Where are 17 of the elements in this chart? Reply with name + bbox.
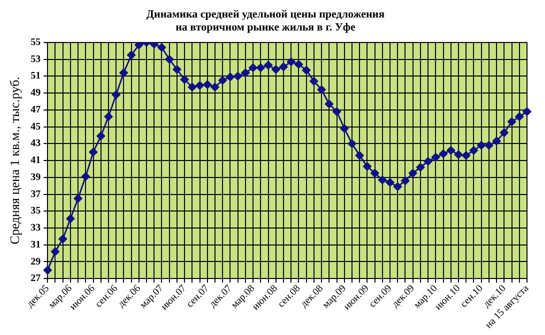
y-tick-label: 27 <box>30 273 41 284</box>
y-axis-title: Средняя цена 1 кв.м., тыс.руб. <box>7 76 22 244</box>
y-tick-label: 47 <box>30 104 41 116</box>
y-tick-label: 55 <box>30 36 41 48</box>
y-tick-label: 51 <box>30 70 41 82</box>
y-tick-label: 45 <box>30 121 41 132</box>
y-tick-label: 39 <box>30 172 41 183</box>
y-tick-label: 31 <box>30 239 41 250</box>
y-tick-label: 53 <box>30 54 41 65</box>
y-tick-label: 49 <box>30 88 41 99</box>
chart-title: Динамика средней удельной цены предложения на вторичном рынке жилья в г. Уфе <box>146 8 385 34</box>
y-tick-label: 37 <box>30 188 41 200</box>
y-tick-label: 33 <box>30 222 41 234</box>
y-tick-label: 43 <box>30 138 41 150</box>
y-tick-label: 41 <box>30 155 41 166</box>
y-tick-label: 35 <box>30 206 41 217</box>
y-tick-label: 29 <box>30 256 41 268</box>
